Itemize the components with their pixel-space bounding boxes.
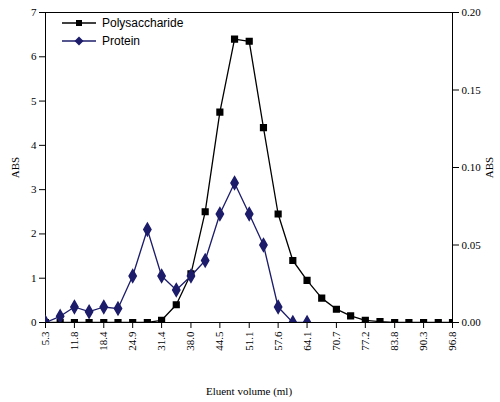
svg-text:18.4: 18.4: [97, 331, 109, 351]
svg-text:2: 2: [31, 227, 37, 239]
svg-text:96.8: 96.8: [446, 331, 458, 351]
svg-text:44.5: 44.5: [213, 331, 225, 351]
svg-text:24.9: 24.9: [126, 331, 138, 351]
svg-text:0.15: 0.15: [462, 84, 482, 96]
svg-text:51.1: 51.1: [243, 332, 255, 351]
svg-text:31.4: 31.4: [155, 331, 167, 351]
svg-text:ABS: ABS: [483, 157, 495, 178]
svg-text:0.10: 0.10: [462, 161, 482, 173]
svg-text:38.0: 38.0: [184, 331, 196, 351]
svg-text:11.8: 11.8: [68, 331, 80, 350]
svg-text:6: 6: [31, 50, 37, 62]
svg-text:0.00: 0.00: [462, 316, 482, 328]
html-text:Polysaccharide: Polysaccharide: [102, 16, 184, 30]
svg-text:0.05: 0.05: [462, 239, 482, 251]
html-text:Protein: Protein: [102, 34, 140, 48]
svg-text:1: 1: [31, 272, 37, 284]
svg-text:64.1: 64.1: [301, 332, 313, 351]
svg-text:Eluent volume (ml): Eluent volume (ml): [206, 385, 292, 398]
svg-text:77.2: 77.2: [359, 332, 371, 351]
svg-text:90.3: 90.3: [417, 331, 429, 351]
svg-text:0.20: 0.20: [462, 6, 482, 18]
svg-text:ABS: ABS: [9, 157, 21, 178]
svg-text:3: 3: [31, 183, 37, 195]
svg-text:4: 4: [31, 139, 37, 151]
svg-text:5: 5: [31, 95, 37, 107]
svg-text:70.7: 70.7: [330, 331, 342, 351]
svg-text:7: 7: [31, 6, 37, 18]
svg-text:83.8: 83.8: [388, 331, 400, 351]
svg-text:0: 0: [31, 316, 37, 328]
svg-text:57.6: 57.6: [272, 331, 284, 351]
svg-text:5.3: 5.3: [39, 331, 51, 345]
